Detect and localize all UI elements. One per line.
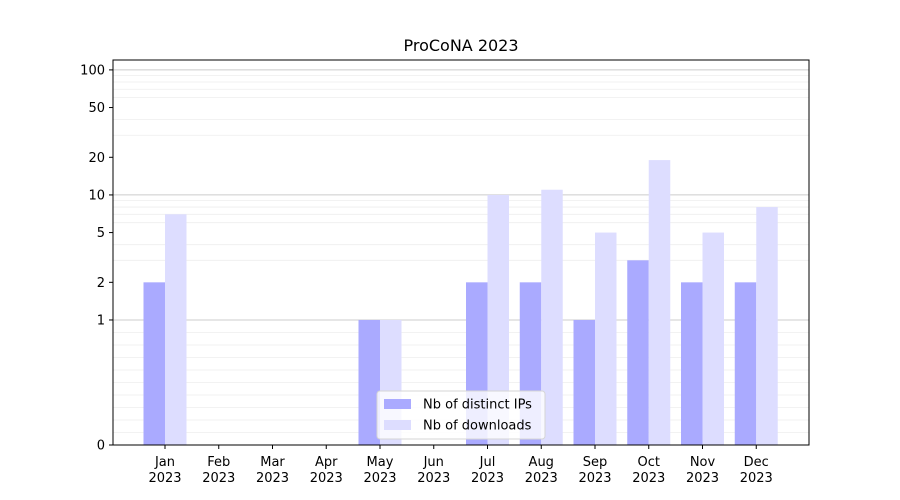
- y-tick-label: 5: [97, 226, 105, 241]
- bar-distinct-ips: [681, 282, 703, 445]
- x-tick-label-year: 2023: [363, 471, 396, 486]
- legend-label: Nb of downloads: [423, 419, 532, 434]
- legend-swatch: [384, 420, 411, 430]
- x-tick-label-year: 2023: [632, 471, 665, 486]
- bar-downloads: [648, 160, 671, 445]
- bar-downloads: [165, 214, 187, 445]
- bar-downloads: [702, 232, 724, 445]
- x-tick-label-month: Mar: [260, 455, 285, 470]
- legend-box: [376, 390, 546, 440]
- y-tick-label: 1: [97, 313, 105, 328]
- x-tick-label-month: Jul: [479, 455, 496, 470]
- bar-distinct-ips: [143, 282, 165, 445]
- x-tick-label-month: Feb: [207, 455, 230, 470]
- plot-frame: [112, 59, 810, 446]
- x-axis: Jan2023Feb2023Mar2023Apr2023May2023Jun20…: [148, 445, 773, 486]
- bar-distinct-ips: [734, 282, 757, 445]
- x-tick-label-month: Oct: [638, 455, 660, 470]
- grid-lines: [113, 69, 809, 433]
- x-tick-label-month: May: [367, 455, 394, 470]
- x-tick-label-year: 2023: [256, 471, 289, 486]
- bar-downloads: [756, 207, 778, 445]
- legend-swatch: [384, 399, 411, 409]
- y-tick-label: 0: [97, 439, 105, 454]
- x-tick-label-year: 2023: [525, 471, 558, 486]
- y-tick-label: 50: [88, 101, 105, 116]
- bar-distinct-ips: [627, 260, 649, 445]
- bar-distinct-ips: [358, 319, 380, 445]
- x-tick-label-month: Jun: [423, 455, 444, 470]
- x-tick-label-month: Nov: [690, 455, 716, 470]
- y-axis: 0 1 2 5 10 20 50 100: [80, 63, 113, 454]
- x-tick-label-month: Apr: [315, 455, 338, 470]
- x-tick-label-year: 2023: [417, 471, 450, 486]
- bar-distinct-ips: [573, 319, 595, 445]
- y-tick-label: 10: [88, 188, 105, 203]
- x-tick-label-year: 2023: [202, 471, 235, 486]
- bars: [143, 160, 778, 445]
- x-tick-label-year: 2023: [310, 471, 343, 486]
- x-tick-label-year: 2023: [471, 471, 504, 486]
- x-tick-label-year: 2023: [686, 471, 719, 486]
- chart-title: ProCoNA 2023: [403, 36, 518, 55]
- x-tick-label-month: Dec: [744, 455, 769, 470]
- x-tick-label-month: Sep: [583, 455, 608, 470]
- x-tick-label-year: 2023: [578, 471, 611, 486]
- bar-downloads: [487, 194, 509, 445]
- y-tick-label: 2: [97, 276, 105, 291]
- legend: Nb of distinct IPs Nb of downloads: [376, 390, 546, 440]
- bar-downloads: [595, 232, 617, 445]
- x-tick-label-year: 2023: [148, 471, 181, 486]
- x-tick-label-year: 2023: [740, 471, 773, 486]
- x-tick-label-month: Jan: [154, 455, 175, 470]
- legend-label: Nb of distinct IPs: [423, 398, 532, 413]
- x-tick-label-month: Aug: [529, 455, 554, 470]
- y-tick-label: 100: [80, 63, 105, 78]
- y-tick-label: 20: [88, 151, 105, 166]
- bar-downloads: [541, 189, 563, 445]
